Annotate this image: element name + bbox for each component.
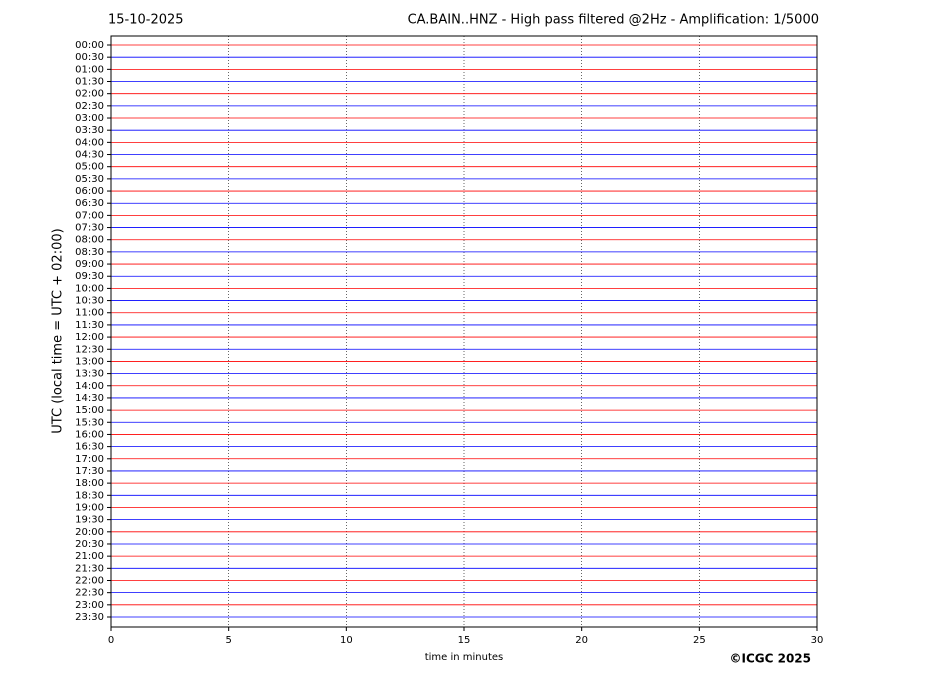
y-tick-label: 08:30 (75, 247, 104, 258)
y-tick-label: 17:30 (75, 466, 104, 477)
y-tick-label: 01:00 (75, 64, 104, 75)
x-tick-label: 10 (340, 635, 353, 646)
y-tick-label: 16:30 (75, 442, 104, 453)
y-tick-label: 10:00 (75, 283, 104, 294)
y-tick-label: 00:00 (75, 40, 104, 51)
y-tick-label: 07:00 (75, 210, 104, 221)
y-tick-label: 19:30 (75, 515, 104, 526)
y-tick-label: 04:00 (75, 137, 104, 148)
y-tick-label: 07:30 (75, 223, 104, 234)
y-tick-label: 15:30 (75, 417, 104, 428)
plot-frame (110, 35, 818, 628)
y-tick-label: 14:00 (75, 381, 104, 392)
y-tick-label: 19:00 (75, 502, 104, 513)
y-tick-label: 21:00 (75, 551, 104, 562)
y-tick-label: 00:30 (75, 52, 104, 63)
y-tick-label: 13:30 (75, 369, 104, 380)
x-tick-label: 25 (693, 635, 706, 646)
y-tick-label: 23:30 (75, 612, 104, 623)
date: 15-10-2025 (108, 13, 184, 28)
y-tick-label: 02:00 (75, 89, 104, 100)
y-tick-label: 06:00 (75, 186, 104, 197)
y-tick-label: 22:30 (75, 588, 104, 599)
x-tick-label: 30 (811, 635, 824, 646)
y-axis-label: UTC (local time = UTC + 02:00) (51, 228, 66, 433)
y-tick-label: 13:00 (75, 356, 104, 367)
y-tick-label: 05:00 (75, 162, 104, 173)
y-tick-label: 23:00 (75, 600, 104, 611)
y-tick-label: 20:00 (75, 527, 104, 538)
y-tick-label: 14:30 (75, 393, 104, 404)
y-tick-label: 04:30 (75, 150, 104, 161)
y-tick-label: 03:00 (75, 113, 104, 124)
y-tick-label: 11:30 (75, 320, 104, 331)
x-tick-label: 0 (108, 635, 114, 646)
chart-title: CA.BAIN..HNZ - High pass filtered @2Hz -… (408, 13, 819, 28)
x-axis-label: time in minutes (425, 652, 504, 663)
y-tick-label: 06:30 (75, 198, 104, 209)
y-tick-label: 16:00 (75, 429, 104, 440)
y-tick-label: 18:00 (75, 478, 104, 489)
y-tick-label: 08:00 (75, 235, 104, 246)
y-tick-label: 12:30 (75, 344, 104, 355)
y-tick-label: 15:00 (75, 405, 104, 416)
y-tick-label: 09:00 (75, 259, 104, 270)
x-tick-label: 20 (575, 635, 588, 646)
copyright: ©ICGC 2025 (729, 652, 811, 666)
y-tick-label: 01:30 (75, 77, 104, 88)
y-tick-label: 22:00 (75, 575, 104, 586)
x-tick-label: 5 (225, 635, 231, 646)
y-tick-label: 20:30 (75, 539, 104, 550)
y-tick-label: 11:00 (75, 308, 104, 319)
y-tick-label: 09:30 (75, 271, 104, 282)
y-tick-label: 02:30 (75, 101, 104, 112)
y-tick-label: 12:00 (75, 332, 104, 343)
y-tick-label: 10:30 (75, 296, 104, 307)
y-tick-label: 17:00 (75, 454, 104, 465)
y-tick-label: 18:30 (75, 490, 104, 501)
y-tick-label: 21:30 (75, 563, 104, 574)
y-tick-label: 03:30 (75, 125, 104, 136)
x-tick-label: 15 (458, 635, 471, 646)
y-tick-label: 05:30 (75, 174, 104, 185)
